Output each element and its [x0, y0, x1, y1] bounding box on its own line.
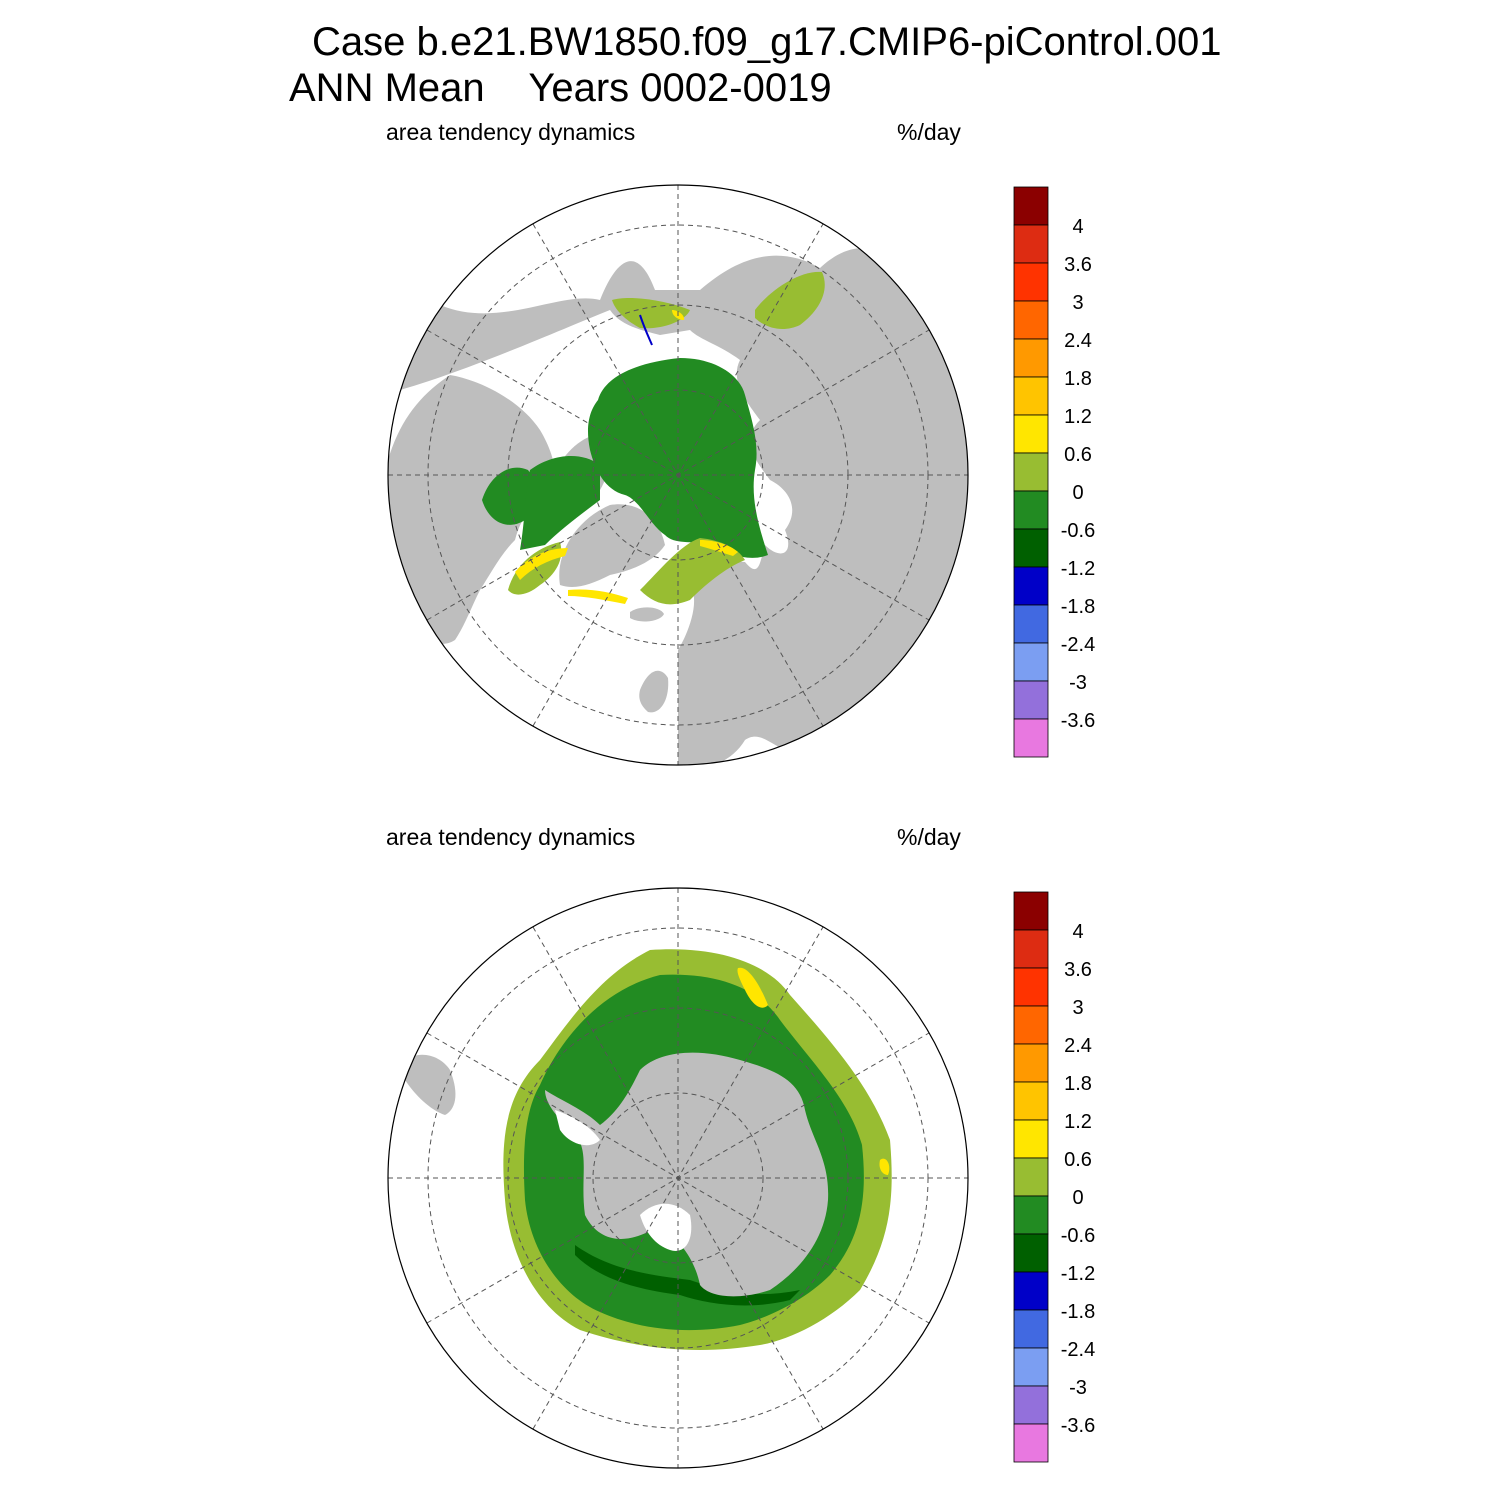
south-colorbar-tick-label: 0.6 — [1064, 1149, 1092, 1171]
south-graticule — [388, 888, 968, 1468]
north-colorbar-tick-label: 3.6 — [1064, 254, 1092, 276]
south-ice-shelf-weddell — [555, 1110, 600, 1146]
north-ice-melt-edge-3 — [568, 589, 628, 604]
south-colorbar-swatch — [1013, 1347, 1049, 1387]
colorbars: 4 3.6 3 2.4 1.8 1.2 0.6 0 -0.6 -1.2 -1.8 -2.4 -3 -3.6… — [1013, 186, 1095, 1463]
south-ice-coastal-dark — [575, 1245, 800, 1306]
north-panel-units-label: %/day — [897, 119, 961, 145]
north-land-north-america — [388, 375, 556, 644]
north-colorbar-tick-label: -3 — [1069, 672, 1087, 694]
south-colorbar-tick-label: 3.6 — [1064, 959, 1092, 981]
south-ice-yellow-patch-2 — [879, 1158, 890, 1175]
south-colorbar-swatch — [1013, 929, 1049, 969]
north-colorbar-tick-label: -1.2 — [1061, 558, 1095, 580]
south-colorbar-tick-label: -1.8 — [1061, 1301, 1095, 1323]
north-colorbar-swatch — [1013, 718, 1049, 758]
south-colorbar-swatch — [1013, 1195, 1049, 1235]
south-colorbar-swatch — [1013, 1309, 1049, 1349]
south-land-south-america — [405, 1054, 456, 1115]
south-colorbar-tick-label: 1.2 — [1064, 1111, 1092, 1133]
north-colorbar-swatch — [1013, 642, 1049, 682]
south-panel-units-label: %/day — [897, 824, 961, 850]
north-colorbar-tick-label: -1.8 — [1061, 596, 1095, 618]
south-colorbar-swatch — [1013, 1005, 1049, 1045]
south-polar-map — [388, 888, 968, 1468]
north-ice-baffin — [520, 455, 600, 550]
north-ice-hudson-bay — [482, 467, 536, 525]
south-colorbar-tick-label: 0 — [1072, 1187, 1083, 1209]
north-colorbar-tick-label: 2.4 — [1064, 330, 1092, 352]
north-colorbar-swatch — [1013, 224, 1049, 264]
north-colorbar-swatch — [1013, 376, 1049, 416]
south-colorbar-swatch — [1013, 1233, 1049, 1273]
south-colorbar-tick-label: -0.6 — [1061, 1225, 1095, 1247]
south-colorbar-tick-label: -2.4 — [1061, 1339, 1095, 1361]
south-colorbar-swatch — [1013, 1043, 1049, 1083]
north-ice-deep-edge — [639, 314, 653, 346]
north-ice-melt-edge-1 — [515, 548, 568, 580]
north-land-iceland — [630, 607, 664, 622]
south-colorbar-swatch — [1013, 1119, 1049, 1159]
north-colorbar-swatch — [1013, 262, 1049, 302]
south-colorbar-tick-label: -3 — [1069, 1377, 1087, 1399]
north-polar-map — [388, 185, 968, 765]
south-colorbar-tick-label: 4 — [1072, 921, 1083, 943]
south-map-border — [387, 887, 969, 1469]
north-colorbar-swatch — [1013, 300, 1049, 340]
figure-title-line2: ANN Mean Years 0002-0019 — [289, 66, 832, 110]
south-colorbar-tick-label: 1.8 — [1064, 1073, 1092, 1095]
south-colorbar-swatch — [1013, 1423, 1049, 1463]
north-colorbar-tick-label: 3 — [1072, 292, 1083, 314]
north-colorbar-tick-label: 1.2 — [1064, 406, 1092, 428]
south-colorbar-tick-label: -1.2 — [1061, 1263, 1095, 1285]
figure-title-line1: Case b.e21.BW1850.f09_g17.CMIP6-piContro… — [312, 20, 1222, 64]
north-map-border — [387, 184, 969, 766]
north-colorbar-swatch — [1013, 338, 1049, 378]
north-colorbar-swatch — [1013, 452, 1049, 492]
north-colorbar-tick-label: 0.6 — [1064, 444, 1092, 466]
south-colorbar-tick-label: -3.6 — [1061, 1415, 1095, 1437]
north-colorbar-tick-label: 0 — [1072, 482, 1083, 504]
north-colorbar-swatch — [1013, 680, 1049, 720]
north-land-scandinavia — [700, 589, 738, 655]
north-colorbar-swatch — [1013, 604, 1049, 644]
south-colorbar-swatch — [1013, 1157, 1049, 1197]
north-land-greenland — [559, 504, 665, 587]
south-colorbar-tick-label: 2.4 — [1064, 1035, 1092, 1057]
north-colorbar-swatch — [1013, 186, 1049, 226]
south-land-antarctica — [545, 1052, 829, 1297]
north-colorbar-swatch — [1013, 566, 1049, 606]
north-panel-variable-label: area tendency dynamics — [386, 119, 636, 145]
south-panel-variable-label: area tendency dynamics — [386, 824, 636, 850]
south-colorbar-swatch — [1013, 967, 1049, 1007]
south-colorbar: 4 3.6 3 2.4 1.8 1.2 0.6 0 -0.6 -1.2 -1.8 -2.4 -3 -3.6 — [1013, 891, 1095, 1463]
north-colorbar-tick-label: 4 — [1072, 216, 1083, 238]
north-colorbar-tick-label: -3.6 — [1061, 710, 1095, 732]
north-land-eurasia-pacific — [400, 248, 968, 765]
north-colorbar-tick-label: 1.8 — [1064, 368, 1092, 390]
north-colorbar-tick-label: -0.6 — [1061, 520, 1095, 542]
south-colorbar-swatch — [1013, 891, 1049, 931]
north-graticule — [388, 185, 968, 765]
north-ice-okhotsk — [755, 271, 825, 330]
north-ice-east-greenland — [640, 538, 745, 605]
south-colorbar-tick-label: 3 — [1072, 997, 1083, 1019]
north-colorbar-swatch — [1013, 490, 1049, 530]
north-colorbar-swatch — [1013, 528, 1049, 568]
north-ice-melt-edge-2 — [700, 540, 738, 556]
south-colorbar-swatch — [1013, 1081, 1049, 1121]
north-colorbar-tick-label: -2.4 — [1061, 634, 1095, 656]
south-colorbar-swatch — [1013, 1385, 1049, 1425]
north-colorbar-swatch — [1013, 414, 1049, 454]
south-ice-yellow-patch — [737, 967, 768, 1008]
south-colorbar-swatch — [1013, 1271, 1049, 1311]
north-land-british-isles — [639, 670, 669, 713]
north-colorbar: 4 3.6 3 2.4 1.8 1.2 0.6 0 -0.6 -1.2 -1.8 -2.4 -3 -3.6 — [1013, 186, 1095, 758]
